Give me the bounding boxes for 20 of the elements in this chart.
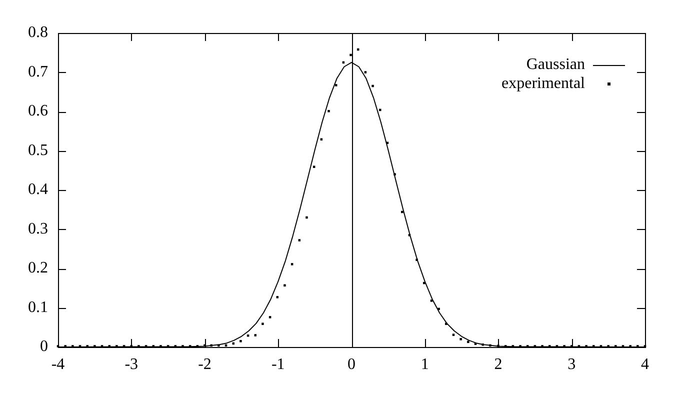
- y-tick-label: 0.7: [28, 63, 48, 80]
- y-tick-label: 0.5: [28, 142, 48, 159]
- y-tick-label: 0.6: [28, 102, 48, 120]
- x-tick-label: 0: [348, 356, 356, 373]
- x-tick-label: 4: [641, 356, 649, 373]
- legend-label: experimental: [501, 75, 586, 92]
- legend-label: Gaussian: [526, 56, 585, 74]
- y-tick-label: 0: [40, 338, 48, 356]
- x-tick-label: -1: [271, 356, 285, 373]
- y-tick-label: 0.2: [28, 260, 48, 277]
- y-tick-label: 0.1: [28, 298, 48, 316]
- y-tick-label: 0.3: [28, 220, 48, 238]
- x-tick-label: -2: [198, 356, 212, 373]
- x-tick-label: 3: [568, 356, 576, 373]
- y-tick-label: 0.8: [28, 24, 48, 42]
- x-tick-label: 1: [420, 356, 429, 373]
- x-tick-label: 2: [494, 356, 502, 373]
- x-tick-label: -4: [51, 356, 65, 373]
- y-tick-label: 0.4: [28, 181, 48, 198]
- x-tick-label: -3: [124, 356, 138, 373]
